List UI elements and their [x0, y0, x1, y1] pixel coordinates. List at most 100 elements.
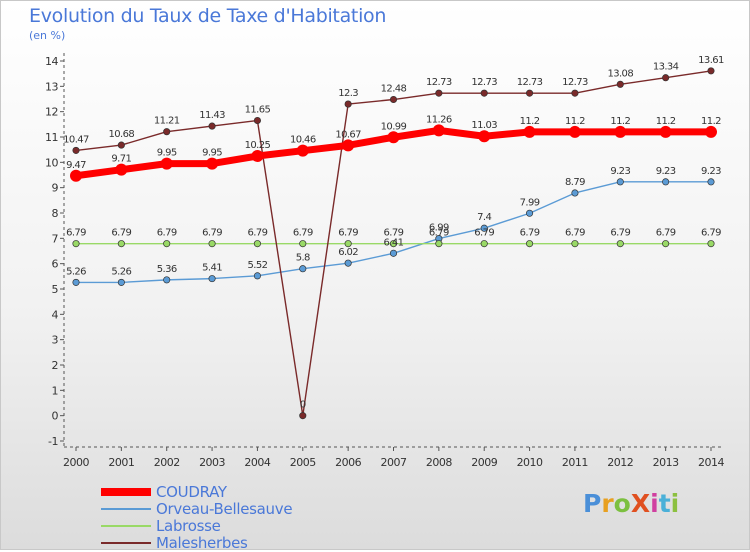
y-tick-label: 10 [45, 156, 58, 169]
brand-letter: o [613, 489, 631, 518]
data-point-malesherbes [163, 128, 171, 136]
data-point-orveau-bellesauve [616, 178, 624, 186]
data-label-malesherbes: 13.61 [698, 55, 724, 66]
legend-swatch [101, 525, 151, 527]
data-label-coudray: 11.03 [471, 120, 497, 131]
data-label-malesherbes: 11.43 [199, 110, 225, 121]
data-label-coudray: 11.2 [701, 116, 721, 127]
data-label-orveau-bellesauve: 9.23 [656, 166, 676, 177]
data-label-labrosse: 6.79 [338, 228, 358, 239]
data-point-labrosse [480, 240, 488, 248]
y-tick-label: 14 [45, 55, 58, 68]
data-point-labrosse [163, 240, 171, 248]
data-point-coudray [160, 157, 173, 170]
data-point-malesherbes [707, 67, 715, 75]
x-tick-label: 2003 [199, 456, 225, 469]
data-point-orveau-bellesauve [480, 224, 488, 232]
y-tick-label: 3 [52, 334, 59, 347]
data-label-labrosse: 6.79 [111, 228, 131, 239]
legend-label: COUDRAY [156, 483, 227, 501]
data-label-orveau-bellesauve: 5.26 [111, 266, 131, 277]
data-label-malesherbes: 12.73 [562, 77, 588, 88]
data-point-coudray [342, 139, 355, 152]
data-label-labrosse: 6.79 [656, 228, 676, 239]
data-point-malesherbes [208, 122, 216, 130]
brand-letter: i [670, 489, 680, 518]
y-tick-label: 9 [52, 182, 59, 195]
data-label-labrosse: 6.79 [293, 228, 313, 239]
y-tick-label: 4 [52, 308, 59, 321]
data-point-malesherbes [389, 95, 398, 104]
data-label-malesherbes: 10.68 [109, 129, 135, 140]
data-point-labrosse [707, 240, 715, 248]
data-point-coudray [523, 125, 536, 138]
y-tick-label: 8 [52, 207, 59, 220]
data-label-malesherbes: 13.08 [607, 68, 633, 79]
data-label-labrosse: 6.79 [202, 228, 222, 239]
legend-label: Malesherbes [156, 534, 248, 552]
data-point-coudray [206, 157, 219, 170]
data-point-orveau-bellesauve [389, 249, 398, 257]
data-label-malesherbes: 12.48 [381, 84, 407, 95]
data-label-coudray: 11.2 [520, 116, 540, 127]
data-point-coudray [387, 131, 400, 144]
data-label-malesherbes: 12.3 [338, 88, 358, 99]
data-label-orveau-bellesauve: 5.8 [296, 253, 310, 264]
data-label-orveau-bellesauve: 6.41 [384, 237, 404, 248]
data-point-coudray [115, 163, 128, 176]
data-label-orveau-bellesauve: 5.36 [157, 264, 177, 275]
data-label-orveau-bellesauve: 6.02 [338, 247, 358, 258]
data-label-coudray: 10.46 [290, 135, 316, 146]
data-point-malesherbes [72, 146, 80, 154]
brand-letter: r [601, 489, 614, 518]
data-point-orveau-bellesauve [526, 209, 534, 217]
data-point-coudray [251, 150, 264, 162]
data-point-labrosse [208, 240, 216, 248]
x-tick-label: 2012 [607, 456, 633, 469]
data-label-malesherbes: 12.73 [517, 77, 543, 88]
brand-letter: X [630, 489, 651, 518]
data-label-coudray: 9.71 [111, 154, 131, 165]
data-point-orveau-bellesauve [163, 276, 171, 284]
y-tick-label: 6 [52, 258, 59, 271]
y-tick-label: 11 [45, 131, 58, 144]
data-point-coudray [432, 124, 445, 137]
legend-label: Orveau-Bellesauve [156, 500, 293, 518]
data-point-orveau-bellesauve [571, 189, 579, 197]
x-tick-label: 2004 [244, 456, 270, 469]
data-point-malesherbes [571, 89, 579, 97]
data-label-coudray: 11.2 [610, 116, 630, 127]
data-point-labrosse [571, 240, 579, 248]
data-label-labrosse: 6.79 [429, 228, 449, 239]
chart-subtitle: (en %) [29, 29, 66, 42]
brand-letter: P [583, 489, 602, 518]
data-label-coudray: 11.2 [565, 116, 585, 127]
data-label-labrosse: 6.79 [610, 228, 630, 239]
data-label-malesherbes: 10.47 [63, 134, 89, 145]
data-label-labrosse: 6.79 [701, 228, 721, 239]
data-label-coudray: 10.67 [335, 129, 361, 140]
x-tick-label: 2005 [290, 456, 316, 469]
data-point-orveau-bellesauve [72, 278, 80, 286]
data-point-malesherbes [435, 89, 443, 97]
data-label-malesherbes: 13.34 [653, 62, 679, 73]
y-tick-label: 13 [45, 80, 58, 93]
y-tick-label: 1 [52, 384, 59, 397]
data-point-malesherbes [344, 100, 352, 108]
data-point-labrosse [299, 240, 307, 248]
x-tick-label: 2002 [154, 456, 180, 469]
data-label-malesherbes: 11.21 [154, 116, 180, 127]
data-label-malesherbes: 12.73 [471, 77, 497, 88]
data-point-orveau-bellesauve [117, 278, 125, 286]
data-point-coudray [614, 125, 627, 138]
legend-swatch [101, 488, 151, 496]
data-label-labrosse: 6.79 [474, 228, 494, 239]
data-point-orveau-bellesauve [707, 178, 715, 186]
data-point-labrosse [117, 240, 125, 248]
y-tick-label: -1 [48, 435, 58, 448]
data-point-orveau-bellesauve [344, 259, 352, 267]
data-label-orveau-bellesauve: 8.79 [565, 177, 585, 188]
x-tick-label: 2007 [380, 456, 406, 469]
